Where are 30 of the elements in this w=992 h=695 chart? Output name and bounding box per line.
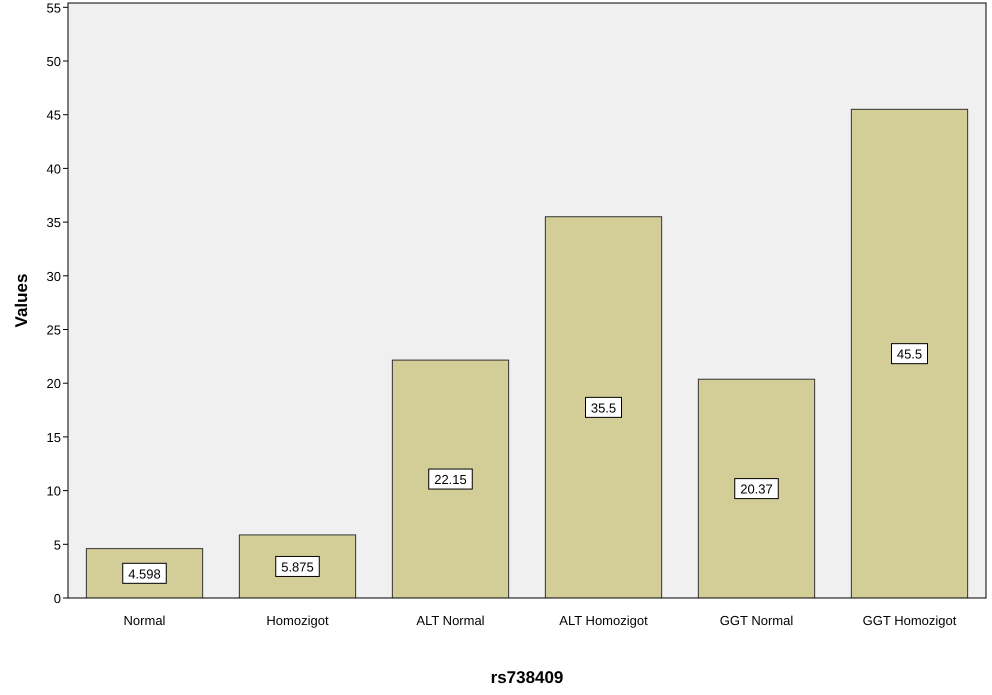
y-tick-label: 30	[46, 268, 61, 284]
y-tick-label: 50	[46, 54, 61, 69]
y-tick-label: 25	[46, 322, 61, 338]
bar	[698, 378, 816, 598]
y-tick-label: 40	[46, 161, 61, 176]
x-tick-label: Homozigot	[266, 613, 329, 628]
y-tick-label: 0	[54, 591, 61, 606]
x-tick-label: ALT Homozigot	[559, 613, 648, 628]
bar	[850, 108, 968, 598]
data-label: 4.598	[128, 566, 161, 582]
x-axis-title: rs738409	[490, 668, 564, 687]
data-label: 35.5	[590, 400, 616, 416]
data-label: 5.875	[281, 559, 314, 574]
y-tick-label: 5	[54, 537, 61, 552]
data-label: 22.15	[434, 472, 467, 488]
y-axis-title: Values	[12, 274, 31, 328]
bar	[392, 360, 510, 598]
data-label: 45.5	[896, 346, 922, 362]
x-tick-label: Normal	[124, 613, 166, 628]
data-label: 20.37	[740, 482, 773, 497]
bar	[544, 216, 662, 598]
x-tick-label: GGT Normal	[720, 613, 794, 628]
y-tick-label: 15	[46, 430, 61, 445]
x-tick-label: GGT Homozigot	[862, 613, 957, 628]
y-tick-label: 10	[46, 484, 61, 499]
y-tick-label: 55	[46, 0, 61, 16]
y-tick-label: 20	[46, 376, 61, 392]
x-tick-label: ALT Normal	[416, 613, 485, 628]
y-tick-label: 35	[46, 215, 61, 230]
y-tick-label: 45	[46, 108, 61, 123]
